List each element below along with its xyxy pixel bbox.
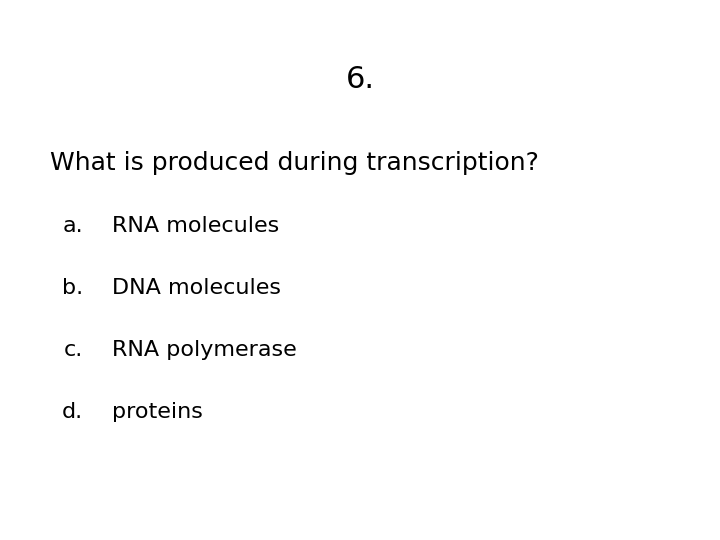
Text: a.: a. — [62, 216, 83, 236]
Text: d.: d. — [62, 402, 83, 422]
Text: DNA molecules: DNA molecules — [112, 278, 281, 298]
Text: What is produced during transcription?: What is produced during transcription? — [50, 151, 539, 175]
Text: c.: c. — [63, 340, 83, 360]
Text: RNA molecules: RNA molecules — [112, 216, 279, 236]
Text: 6.: 6. — [346, 65, 374, 94]
Text: b.: b. — [62, 278, 83, 298]
Text: RNA polymerase: RNA polymerase — [112, 340, 297, 360]
Text: proteins: proteins — [112, 402, 202, 422]
